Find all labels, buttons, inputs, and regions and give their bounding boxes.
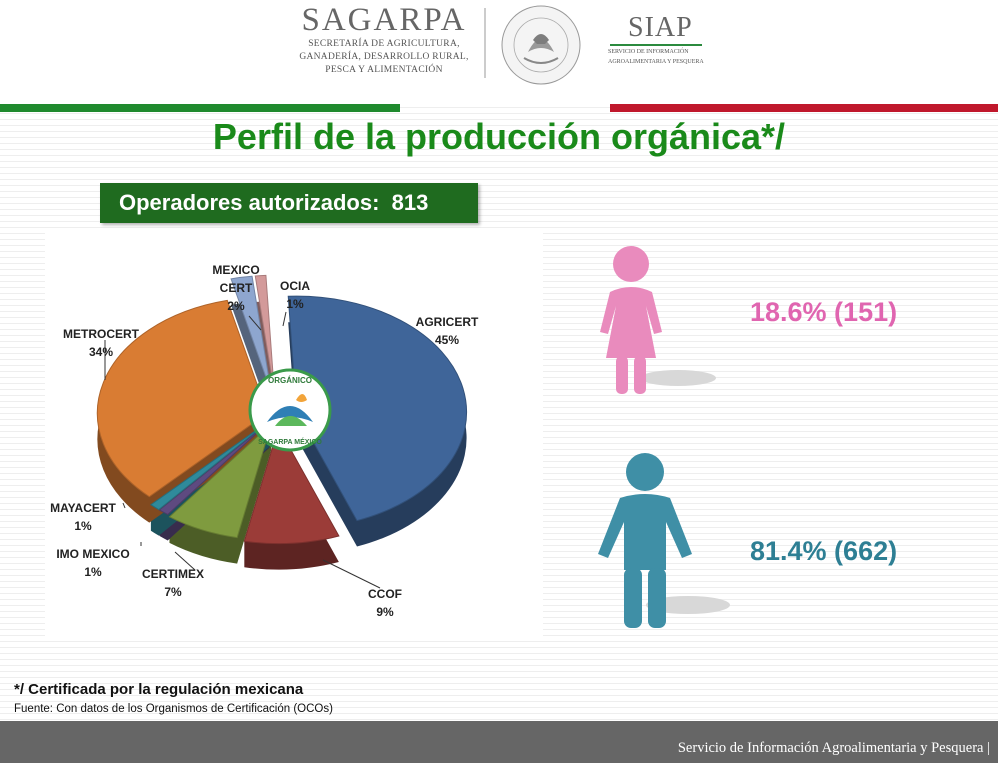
slice-label-mayacert: MAYACERT 1%: [50, 501, 116, 533]
pie-slice-ccof: [243, 426, 340, 545]
leader-line-mayacert: [122, 502, 126, 509]
page-title: Perfil de la producción orgánica*/: [212, 116, 786, 157]
organic-logo: ORGÁNICO SAGARPA MÉXICO: [248, 368, 332, 452]
organic-logo-top: ORGÁNICO: [268, 376, 312, 385]
sagarpa-line-2: GANADERÍA, DESARROLLO RURAL,: [299, 52, 469, 62]
operators-badge: Operadores autorizados: 813: [100, 183, 478, 223]
siap-underline: [610, 44, 702, 46]
siap-line-2: AGROALIMENTARIA Y PESQUERA: [608, 59, 704, 65]
slice-label-ccof: CCOF 9%: [368, 587, 402, 619]
leader-line-mexico-cert: [248, 315, 262, 331]
footnote: */ Certificada por la regulación mexican…: [14, 681, 304, 698]
pie-slice-ocia: [254, 274, 275, 392]
siap-logo: SIAP SERVICIO DE INFORMACIÓN AGROALIMENT…: [608, 12, 718, 66]
sagarpa-line-3: PESCA Y ALIMENTACIÓN: [325, 65, 443, 75]
siap-line-1: SERVICIO DE INFORMACIÓN: [608, 49, 689, 55]
sagarpa-line-1: SECRETARÍA DE AGRICULTURA,: [308, 39, 460, 49]
female-percentage: 18.6% (151): [750, 297, 898, 327]
header: SAGARPA SECRETARÍA DE AGRICULTURA, GANAD…: [0, 0, 998, 103]
pie-slice-agricert: [287, 295, 468, 522]
pie-slice-mayacert: [150, 420, 270, 511]
sagarpa-brand: SAGARPA: [301, 2, 467, 38]
red-stripe: [610, 104, 998, 112]
slice-label-metrocert: METROCERT 34%: [63, 327, 140, 359]
pie-chart: AGRICERT 45% CCOF 9% CERTIMEX 7% IMO MEXICO 1% M…: [50, 263, 479, 619]
slice-label-certimex: CERTIMEX 7%: [142, 567, 204, 599]
pie-slice-metrocert: [96, 299, 268, 498]
sagarpa-logo: SAGARPA SECRETARÍA DE AGRICULTURA, GANAD…: [296, 2, 472, 77]
operators-value: 813: [391, 190, 429, 215]
footer-bar: Servicio de Información Agroalimentaria …: [0, 721, 998, 763]
siap-brand: SIAP: [628, 12, 693, 43]
male-percentage: 81.4% (662): [750, 536, 898, 566]
national-seal-icon: [501, 5, 581, 85]
organic-logo-bottom: SAGARPA MÉXICO: [258, 437, 322, 446]
header-divider: [484, 8, 486, 78]
leader-line-ccof: [322, 559, 381, 589]
slice-label-agricert: AGRICERT 45%: [416, 315, 479, 347]
green-stripe: [0, 104, 400, 112]
slice-label-imo-mexico: IMO MEXICO 1%: [56, 547, 129, 579]
female-icon: [600, 246, 716, 394]
pie-chart-panel: AGRICERT 45% CCOF 9% CERTIMEX 7% IMO MEXICO 1% M…: [45, 230, 543, 636]
slice-label-ocia: OCIA 1%: [280, 279, 310, 311]
operators-label: Operadores autorizados:: [119, 190, 380, 215]
pie-slice-imo-mexico: [158, 421, 270, 516]
leader-line-certimex: [174, 551, 196, 571]
pie-slice-certimex: [168, 422, 273, 539]
footer-text: Servicio de Información Agroalimentaria …: [677, 740, 990, 756]
slice-label-mexico-cert: MEXICO CERT 2%: [212, 263, 259, 313]
pie-slice-mexico-cert: [230, 275, 272, 392]
male-icon: [598, 453, 730, 628]
leader-line-ocia: [282, 311, 287, 327]
source-note: Fuente: Con datos de los Organismos de C…: [14, 703, 333, 715]
